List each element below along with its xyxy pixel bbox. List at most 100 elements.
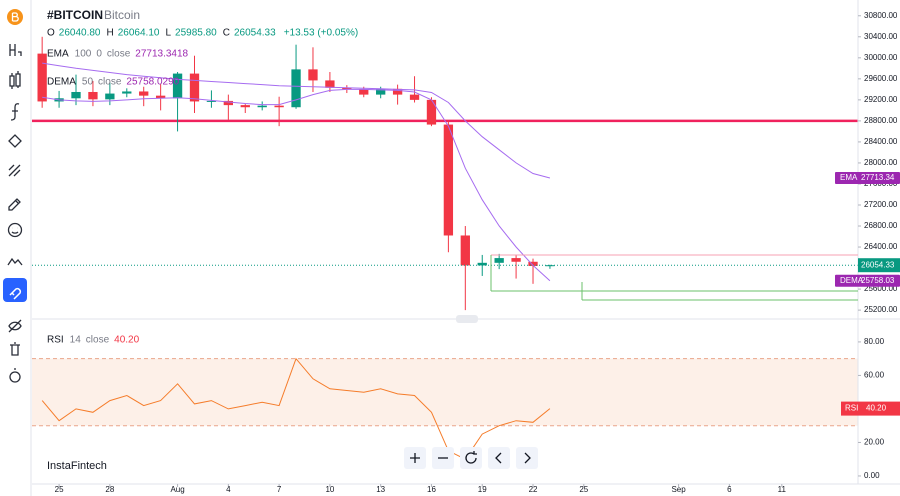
candle-body bbox=[189, 73, 200, 102]
x-tick-label: 22 bbox=[529, 485, 538, 494]
pane-handle[interactable] bbox=[456, 315, 478, 323]
ohlc-key: C bbox=[223, 28, 230, 39]
tool-lines[interactable] bbox=[8, 164, 21, 177]
reset-button[interactable] bbox=[460, 447, 482, 469]
x-tick-label: Aug bbox=[170, 485, 184, 494]
rsi-y-tick-label: 80.00 bbox=[864, 337, 885, 346]
x-tick-label: 6 bbox=[727, 485, 732, 494]
candle-body bbox=[359, 89, 369, 95]
y-tick-label: 26800.00 bbox=[864, 221, 898, 230]
ohlc-value: 26064.10 bbox=[118, 28, 160, 39]
candle-body bbox=[206, 100, 217, 102]
rsi-badge-value: 40.20 bbox=[866, 404, 887, 413]
x-tick-label: 4 bbox=[226, 485, 231, 494]
tool-emoji[interactable] bbox=[7, 222, 23, 238]
scroll-right-icon bbox=[524, 452, 531, 464]
candle-body bbox=[122, 91, 132, 94]
legend-param: 0 bbox=[96, 49, 102, 60]
candle-body bbox=[105, 93, 115, 100]
legend-param: close bbox=[98, 77, 122, 88]
ohlc-key: O bbox=[47, 28, 55, 39]
scroll-left-icon bbox=[495, 452, 502, 464]
navigation bbox=[404, 447, 538, 469]
candle-body bbox=[240, 105, 250, 108]
y-tick-label: 30800.00 bbox=[864, 11, 898, 20]
candle-body bbox=[88, 91, 98, 100]
y-tick-label: 29200.00 bbox=[864, 95, 898, 104]
y-tick-label: 28800.00 bbox=[864, 116, 898, 125]
last-price-badge bbox=[858, 258, 900, 273]
tool-emoji-face bbox=[11, 227, 19, 234]
legend-name: RSI bbox=[47, 335, 64, 346]
candle-body bbox=[392, 88, 403, 95]
legend-param: 50 bbox=[82, 77, 94, 88]
y-tick-label: 25600.00 bbox=[864, 284, 898, 293]
x-tick-label: Sep bbox=[671, 485, 686, 494]
candle-body bbox=[511, 258, 521, 262]
indicator-badge-value: 25758.03 bbox=[861, 276, 895, 285]
scroll-left-button[interactable] bbox=[488, 447, 510, 469]
tool-fx[interactable] bbox=[10, 103, 20, 121]
tool-magnet-glyph bbox=[9, 287, 22, 300]
indicator-legends: EMA 100 0 close 27713.3418 DEMA 50 close 25758.0… bbox=[47, 49, 189, 346]
tool-h4[interactable] bbox=[9, 44, 22, 56]
candle-body bbox=[172, 73, 183, 99]
candle-body bbox=[545, 265, 555, 267]
candle-body bbox=[37, 53, 47, 102]
candle-body bbox=[308, 69, 318, 81]
x-tick-label: 25 bbox=[579, 485, 588, 494]
y-tick-label: 26400.00 bbox=[864, 242, 898, 251]
indicator-line bbox=[42, 62, 551, 179]
indicator-badge-value: 27713.34 bbox=[861, 173, 895, 182]
candle-body bbox=[223, 100, 233, 106]
candle-body bbox=[460, 235, 470, 266]
scroll-right-button[interactable] bbox=[516, 447, 538, 469]
ohlc-key: L bbox=[165, 28, 171, 39]
indicator-line bbox=[42, 88, 551, 282]
x-tick-label: 7 bbox=[277, 485, 282, 494]
tool-settings[interactable] bbox=[9, 368, 21, 383]
candle-body bbox=[325, 80, 335, 88]
zoom-in-icon bbox=[410, 453, 420, 463]
x-tick-label: 13 bbox=[376, 485, 385, 494]
symbol-name: Bitcoin bbox=[104, 8, 140, 22]
candle-body bbox=[155, 95, 166, 99]
symbol-glyph bbox=[11, 12, 19, 22]
x-tick-label: 28 bbox=[105, 485, 114, 494]
tool-cursor[interactable] bbox=[8, 134, 22, 148]
last-price-label: 26054.33 bbox=[861, 260, 895, 269]
candle-body bbox=[477, 262, 487, 266]
legend-value: 40.20 bbox=[114, 335, 139, 346]
x-tick-label: 10 bbox=[325, 485, 334, 494]
legend-param: close bbox=[86, 335, 110, 346]
x-tick-label: 19 bbox=[478, 485, 487, 494]
tool-hide[interactable] bbox=[8, 319, 22, 333]
rsi-y-tick-label: 20.00 bbox=[864, 438, 885, 447]
rsi-badge bbox=[841, 401, 900, 416]
legend-name: DEMA bbox=[47, 77, 76, 88]
x-tick-label: 11 bbox=[778, 485, 787, 494]
tool-candles[interactable] bbox=[9, 71, 21, 89]
x-tick-label: 16 bbox=[427, 485, 436, 494]
plot bbox=[32, 36, 858, 460]
candle-body bbox=[376, 88, 386, 95]
tool-brush[interactable] bbox=[8, 198, 21, 211]
candle-body bbox=[71, 91, 81, 99]
tool-delete[interactable] bbox=[10, 342, 20, 356]
tool-measure[interactable] bbox=[7, 257, 23, 266]
indicator-badge-name: EMA bbox=[840, 173, 858, 182]
candle-body bbox=[274, 105, 284, 108]
legend-value: 27713.3418 bbox=[135, 49, 188, 60]
ohlc-key: H bbox=[107, 28, 114, 39]
drawings bbox=[490, 254, 858, 301]
legend-name: EMA bbox=[47, 49, 69, 60]
rsi-band bbox=[32, 358, 858, 426]
ohlc-change: +13.53 (+0.05%) bbox=[284, 28, 359, 39]
ohlc-value: 25985.80 bbox=[175, 28, 217, 39]
candle-body bbox=[494, 258, 504, 263]
y-tick-label: 25200.00 bbox=[864, 305, 898, 314]
rsi-y-tick-label: 0.00 bbox=[864, 471, 880, 480]
toolbar bbox=[3, 0, 32, 496]
